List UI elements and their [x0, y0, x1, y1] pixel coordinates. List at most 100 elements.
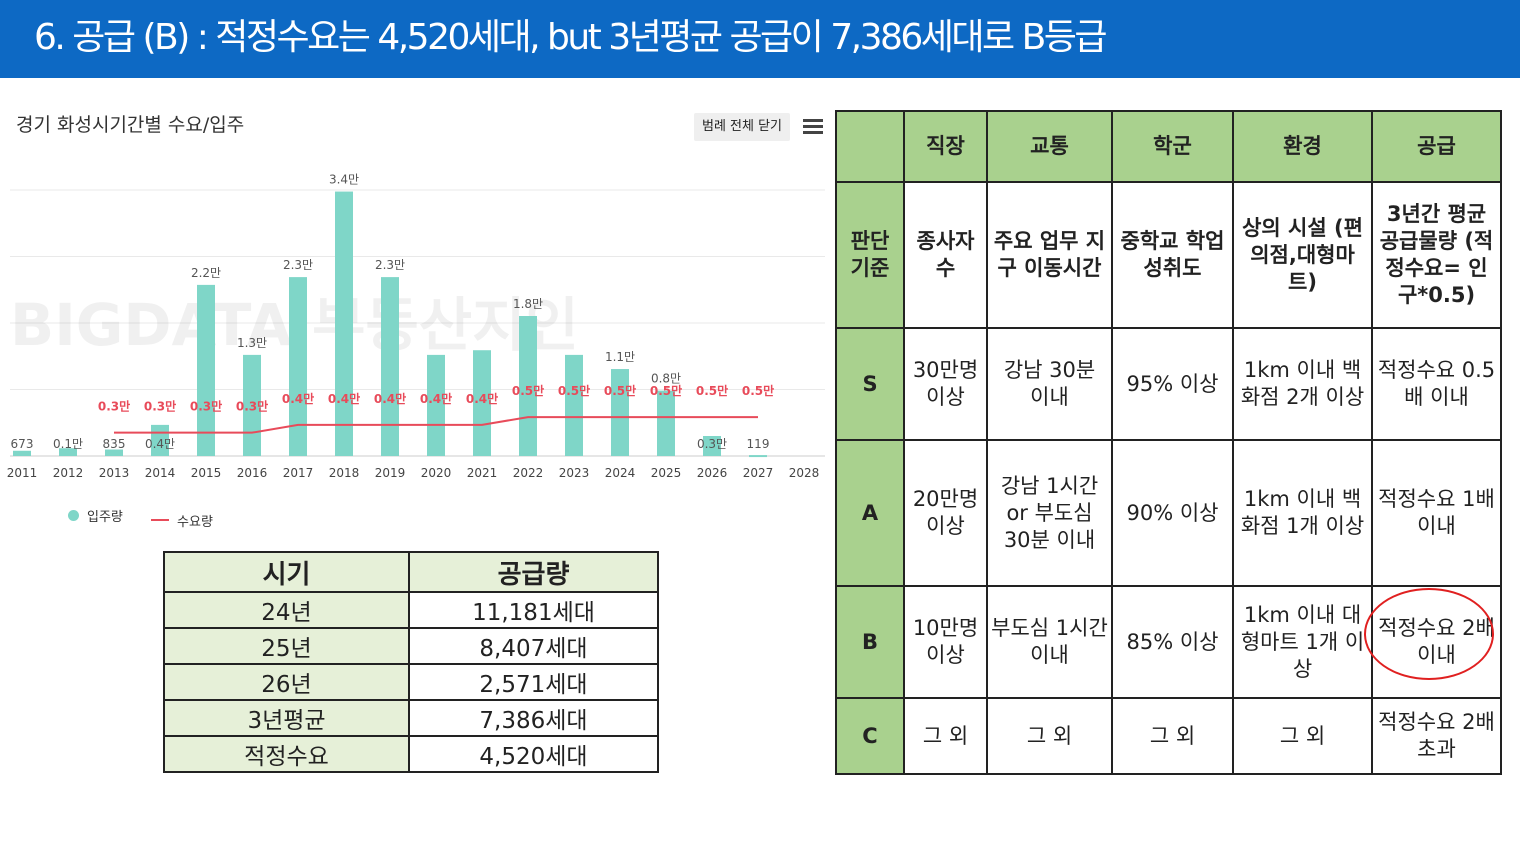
bar — [197, 284, 215, 456]
bar-data-label: 1.8만 — [513, 297, 543, 311]
supply-period: 25년 — [163, 627, 410, 665]
x-tick-label: 2028 — [789, 466, 820, 480]
line-data-label: 0.3만 — [190, 399, 222, 414]
bar-data-label: 2.3만 — [283, 258, 313, 272]
supply-header-amount: 공급량 — [408, 551, 659, 593]
bar — [565, 354, 583, 456]
bar-data-label: 1.3만 — [237, 336, 267, 350]
line-data-label: 0.4만 — [374, 391, 406, 406]
line-data-label: 0.5만 — [558, 383, 590, 398]
grade-cell: 그 외 — [903, 697, 988, 775]
bar — [59, 448, 77, 456]
grade-label: A — [835, 439, 905, 587]
bar-data-label: 0.1만 — [53, 437, 83, 451]
legend-dot-icon — [68, 510, 79, 521]
line-data-label: 0.3만 — [144, 399, 176, 414]
grade-cell: 강남 1시간 or 부도심 30분 이내 — [986, 439, 1113, 587]
grade-criteria-table: 직장 교통 학군 환경 공급 판단 기준 종사자 수 주요 업무 지구 이동시간… — [835, 110, 1502, 775]
table-row: 25년 8,407세대 — [163, 627, 659, 665]
criteria-cell: 종사자 수 — [903, 181, 988, 329]
bar — [381, 277, 399, 456]
grade-header-supply: 공급 — [1371, 110, 1502, 183]
supply-amount: 8,407세대 — [408, 627, 659, 665]
bar — [657, 390, 675, 456]
bar — [427, 354, 445, 456]
grade-cell: 적정수요 2배 초과 — [1371, 697, 1502, 775]
grade-header-job: 직장 — [903, 110, 988, 183]
bar — [703, 436, 721, 456]
x-tick-label: 2011 — [7, 466, 38, 480]
grade-header-environment: 환경 — [1232, 110, 1373, 183]
x-tick-label: 2012 — [53, 466, 84, 480]
grade-label: B — [835, 585, 905, 699]
criteria-cell: 주요 업무 지구 이동시간 — [986, 181, 1113, 329]
grade-label: C — [835, 697, 905, 775]
grade-cell: 20만명 이상 — [903, 439, 988, 587]
bar — [519, 316, 537, 456]
bar — [105, 449, 123, 456]
bar-data-label: 3.4만 — [329, 173, 359, 187]
line-data-label: 0.5만 — [604, 383, 636, 398]
grade-criteria-row: 판단 기준 종사자 수 주요 업무 지구 이동시간 중학교 학업성취도 상의 시… — [835, 181, 1502, 329]
chart-legend: 입주량 수요량 — [68, 506, 237, 530]
x-tick-label: 2016 — [237, 466, 268, 480]
table-row: 3년평균 7,386세대 — [163, 699, 659, 737]
demand-line — [114, 416, 758, 434]
line-data-label: 0.5만 — [742, 383, 774, 398]
grade-cell: 1km 이내 백화점 2개 이상 — [1232, 327, 1373, 441]
grade-cell: 1km 이내 백화점 1개 이상 — [1232, 439, 1373, 587]
bar-data-label: 835 — [103, 437, 126, 451]
grade-cell: 적정수요 1배 이내 — [1371, 439, 1502, 587]
legend-toggle-button[interactable]: 범례 전체 닫기 — [694, 113, 790, 141]
x-tick-label: 2022 — [513, 466, 544, 480]
x-tick-label: 2023 — [559, 466, 590, 480]
supply-period: 3년평균 — [163, 699, 410, 737]
supply-header-period: 시기 — [163, 551, 410, 593]
criteria-label: 판단 기준 — [835, 181, 905, 329]
criteria-cell: 상의 시설 (편의점,대형마트) — [1232, 181, 1373, 329]
grade-header-row: 직장 교통 학군 환경 공급 — [835, 110, 1502, 183]
grade-cell: 95% 이상 — [1111, 327, 1234, 441]
grade-cell: 그 외 — [986, 697, 1113, 775]
bar — [13, 450, 31, 456]
x-tick-label: 2017 — [283, 466, 314, 480]
x-tick-label: 2013 — [99, 466, 130, 480]
supply-period: 적정수요 — [163, 735, 410, 773]
legend-item-demand[interactable]: 수요량 — [151, 511, 213, 530]
supply-amount: 7,386세대 — [408, 699, 659, 737]
line-data-label: 0.5만 — [512, 383, 544, 398]
bar — [473, 350, 491, 456]
bar-data-label: 0.4만 — [145, 437, 175, 451]
x-tick-label: 2025 — [651, 466, 682, 480]
supply-table: 시기 공급량 24년 11,181세대 25년 8,407세대 26년 2,571세대… — [163, 551, 659, 773]
slide-title: 6. 공급 (B) : 적정수요는 4,520세대, but 3년평균 공급이 … — [34, 17, 1108, 58]
legend-label-supply: 입주량 — [87, 510, 123, 525]
bar — [243, 354, 261, 456]
legend-label-demand: 수요량 — [177, 514, 213, 530]
grade-cell: 그 외 — [1111, 697, 1234, 775]
grade-header-transport: 교통 — [986, 110, 1113, 183]
grade-cell: 강남 30분 이내 — [986, 327, 1113, 441]
grade-cell: 적정수요 0.5배 이내 — [1371, 327, 1502, 441]
table-row: 24년 11,181세대 — [163, 591, 659, 629]
x-tick-label: 2027 — [743, 466, 774, 480]
line-data-label: 0.4만 — [420, 391, 452, 406]
x-tick-label: 2014 — [145, 466, 176, 480]
x-tick-label: 2015 — [191, 466, 222, 480]
bar-data-label: 0.8만 — [651, 372, 681, 386]
grade-cell: 부도심 1시간 이내 — [986, 585, 1113, 699]
line-data-label: 0.4만 — [328, 391, 360, 406]
menu-icon[interactable] — [803, 119, 823, 135]
grade-label: S — [835, 327, 905, 441]
x-tick-label: 2026 — [697, 466, 728, 480]
grade-cell: 90% 이상 — [1111, 439, 1234, 587]
criteria-cell: 중학교 학업성취도 — [1111, 181, 1234, 329]
bar — [611, 369, 629, 456]
table-row: C 그 외 그 외 그 외 그 외 적정수요 2배 초과 — [835, 697, 1502, 775]
grade-cell: 1km 이내 대형마트 1개 이상 — [1232, 585, 1373, 699]
x-tick-label: 2024 — [605, 466, 636, 480]
supply-amount: 11,181세대 — [408, 591, 659, 629]
legend-item-supply[interactable]: 입주량 — [68, 506, 123, 525]
table-row: S 30만명 이상 강남 30분 이내 95% 이상 1km 이내 백화점 2개… — [835, 327, 1502, 441]
